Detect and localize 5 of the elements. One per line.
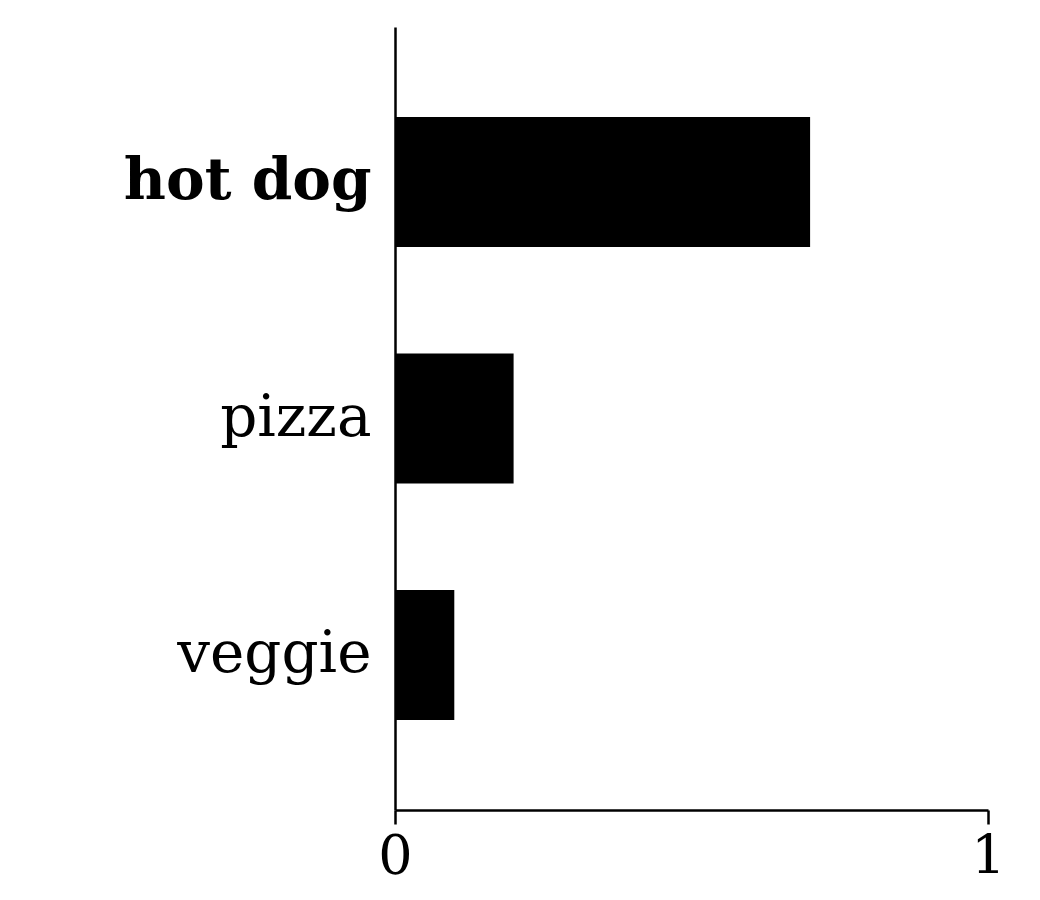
y-tick-label: hot dog xyxy=(123,144,372,213)
x-tick-label: 1 xyxy=(971,823,1006,887)
y-tick-label: pizza xyxy=(220,381,372,450)
y-tick-label: veggie xyxy=(176,618,372,687)
x-tick-label: 0 xyxy=(378,823,413,887)
